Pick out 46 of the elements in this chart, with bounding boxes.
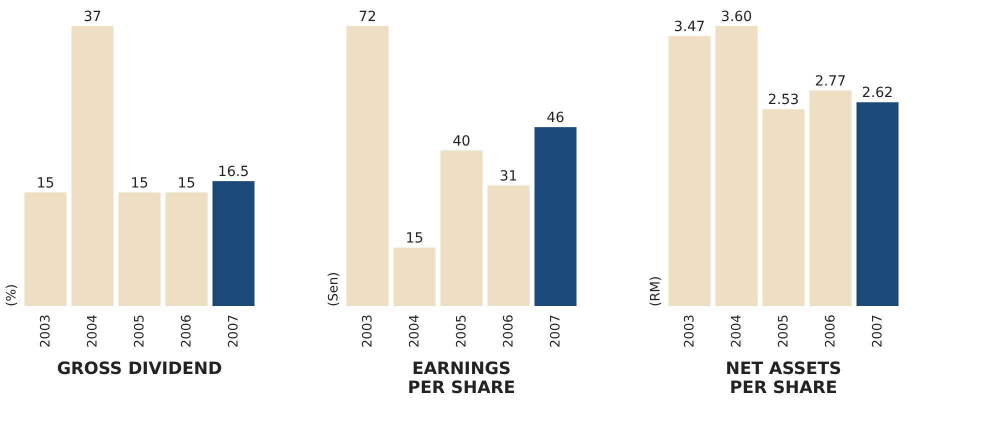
data-label: 15 (130, 175, 148, 192)
data-label: 15 (178, 175, 196, 192)
x-tick-label: 2006 (502, 314, 516, 348)
data-label: 31 (500, 168, 518, 184)
data-label: 2.77 (814, 74, 846, 90)
data-label: 16.5 (218, 164, 250, 180)
bar (856, 102, 898, 306)
bar (534, 127, 576, 306)
x-tick-label: 2003 (360, 314, 376, 348)
x-tick-label: 2004 (86, 314, 100, 348)
x-tick-label: 2006 (180, 314, 194, 348)
y-axis-title: (%) (4, 284, 20, 306)
x-tick-label: 2003 (682, 314, 698, 348)
bar (394, 248, 436, 306)
bar (762, 109, 804, 306)
data-label: 46 (546, 110, 564, 126)
x-tick-label: 2005 (776, 314, 792, 348)
bar (668, 36, 710, 306)
x-tick-label: 2007 (548, 314, 564, 348)
text: EARNINGS PER SHARE (408, 359, 516, 398)
bar (440, 150, 482, 306)
bar (810, 90, 852, 306)
data-label: 15 (36, 175, 54, 192)
data-label: 3.47 (674, 19, 706, 36)
data-label: 40 (452, 133, 470, 150)
data-label: 15 (406, 230, 424, 247)
x-tick-label: 2005 (454, 314, 470, 348)
x-tick-label: 2004 (408, 314, 422, 348)
x-tick-label: 2007 (870, 314, 886, 348)
x-tick-label: 2005 (132, 314, 148, 348)
data-label: 2.62 (862, 85, 894, 102)
bar (716, 26, 758, 306)
text: NET ASSETS PER SHARE (726, 359, 842, 398)
y-axis-title: (Sen) (326, 272, 342, 306)
bar (488, 185, 530, 306)
x-tick-label: 2006 (824, 314, 838, 348)
data-label: 3.60 (720, 9, 752, 25)
data-label: 2.53 (768, 92, 800, 108)
data-label: 37 (84, 9, 102, 25)
y-axis-title: (RM) (648, 276, 664, 306)
bar (346, 26, 388, 306)
x-tick-label: 2007 (226, 314, 242, 348)
x-tick-label: 2003 (38, 314, 54, 348)
data-label: 72 (358, 9, 376, 25)
x-tick-label: 2004 (730, 314, 744, 348)
text: GROSS DIVIDEND (56, 359, 222, 380)
